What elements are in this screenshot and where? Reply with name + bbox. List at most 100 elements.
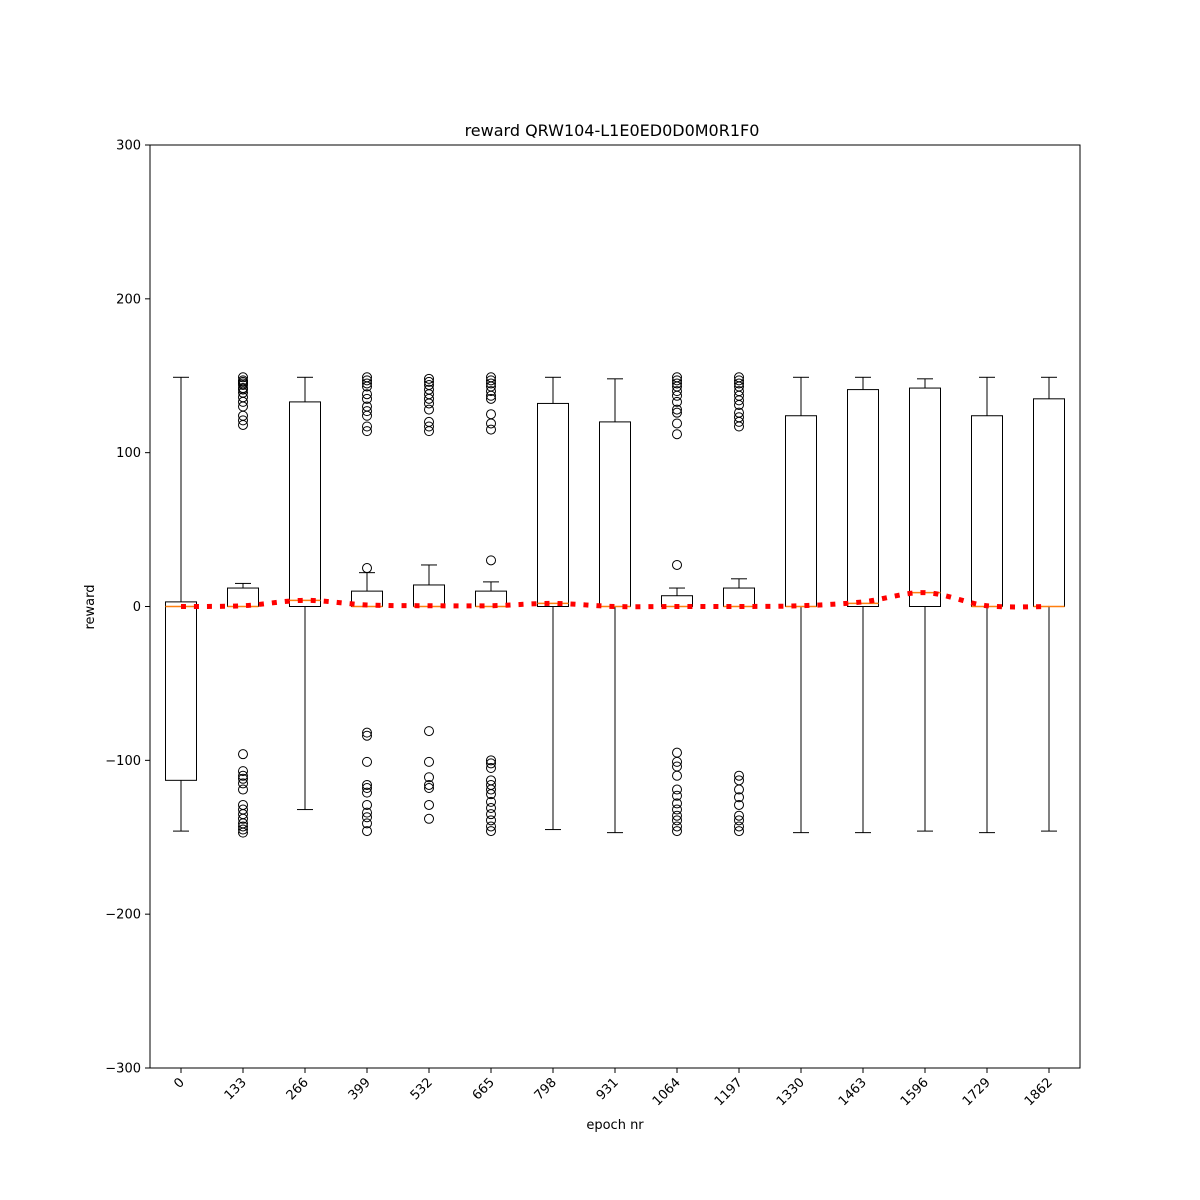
outlier-point <box>362 799 372 810</box>
outlier-point <box>672 375 682 386</box>
outlier-point <box>362 807 372 818</box>
outlier-point <box>362 393 372 404</box>
outlier-point <box>672 418 682 429</box>
x-axis-label: epoch nr <box>586 1118 644 1133</box>
outlier-point <box>486 424 496 435</box>
outlier-point <box>672 390 682 401</box>
outlier-point <box>362 783 372 794</box>
outlier-point <box>362 381 372 392</box>
outlier-point <box>362 818 372 829</box>
outlier-point <box>362 389 372 400</box>
outlier-point <box>362 426 372 437</box>
box-group-1330 <box>785 376 817 834</box>
box-iqr <box>909 387 941 607</box>
outlier-point <box>424 783 434 794</box>
outlier-point <box>672 559 682 570</box>
box-iqr <box>847 389 879 607</box>
outlier-point <box>486 796 496 807</box>
box-iqr <box>537 402 569 607</box>
outlier-point <box>362 375 372 386</box>
outlier-point <box>672 821 682 832</box>
box-iqr <box>289 401 321 607</box>
box-group-0 <box>165 376 197 832</box>
outlier-point <box>672 826 682 837</box>
outlier-point <box>672 790 682 801</box>
outlier-point <box>362 826 372 837</box>
outlier-point <box>672 784 682 795</box>
outlier-point <box>238 778 248 789</box>
outlier-point <box>362 563 372 574</box>
outlier-point <box>424 421 434 432</box>
outlier-point <box>362 421 372 432</box>
box-group-1463 <box>847 376 879 834</box>
outlier-point <box>238 827 248 838</box>
outlier-point <box>734 378 744 389</box>
outlier-point <box>238 821 248 832</box>
box-iqr <box>165 601 197 781</box>
outlier-point <box>238 770 248 781</box>
y-tick-label: 300 <box>116 139 141 154</box>
outlier-point <box>424 772 434 783</box>
outlier-point <box>486 418 496 429</box>
outlier-point <box>362 812 372 823</box>
outlier-point <box>672 804 682 815</box>
outlier-point <box>238 749 248 760</box>
outlier-point <box>734 810 744 821</box>
outlier-point <box>734 399 744 410</box>
y-axis-label: reward <box>83 584 98 629</box>
outlier-point <box>672 407 682 418</box>
outlier-point <box>238 766 248 777</box>
outlier-point <box>734 799 744 810</box>
outlier-point <box>486 809 496 820</box>
outlier-point <box>424 373 434 384</box>
outlier-point <box>734 421 744 432</box>
y-tick-label: −200 <box>105 908 141 923</box>
outlier-point <box>424 398 434 409</box>
outlier-point <box>486 378 496 389</box>
outlier-point <box>362 727 372 738</box>
y-tick-label: −100 <box>105 754 141 769</box>
outlier-point <box>238 372 248 383</box>
outlier-point <box>734 821 744 832</box>
outlier-point <box>424 779 434 790</box>
y-tick-label: 0 <box>133 600 141 615</box>
outlier-point <box>238 396 248 407</box>
chart-title: reward QRW104-L1E0ED0D0M0R1F0 <box>465 121 760 140</box>
outlier-point <box>734 770 744 781</box>
outlier-point <box>424 404 434 415</box>
outlier-point <box>486 755 496 766</box>
outlier-point <box>672 378 682 389</box>
y-tick-label: −300 <box>105 1062 141 1077</box>
outlier-point <box>734 815 744 826</box>
outlier-point <box>734 826 744 837</box>
box-group-931 <box>599 378 631 834</box>
outlier-point <box>362 730 372 741</box>
outlier-point <box>362 787 372 798</box>
outlier-point <box>486 784 496 795</box>
outlier-point <box>486 555 496 566</box>
box-group-532 <box>413 373 445 824</box>
outlier-point <box>486 815 496 826</box>
box-group-1596 <box>909 378 941 832</box>
outlier-point <box>672 756 682 767</box>
box-group-133 <box>227 372 259 838</box>
outlier-point <box>424 813 434 824</box>
outlier-point <box>424 426 434 437</box>
outlier-point <box>486 803 496 814</box>
outlier-point <box>672 404 682 415</box>
outlier-point <box>238 813 248 824</box>
outlier-point <box>424 393 434 404</box>
outlier-point <box>672 396 682 407</box>
y-tick-label: 100 <box>116 446 141 461</box>
outlier-point <box>486 390 496 401</box>
outlier-point <box>238 773 248 784</box>
outlier-point <box>362 756 372 767</box>
outlier-point <box>486 393 496 404</box>
outlier-point <box>486 789 496 800</box>
outlier-point <box>734 395 744 406</box>
outlier-point <box>238 419 248 430</box>
outlier-point <box>734 375 744 386</box>
outlier-point <box>672 810 682 821</box>
outlier-point <box>238 384 248 395</box>
outlier-point <box>424 376 434 387</box>
